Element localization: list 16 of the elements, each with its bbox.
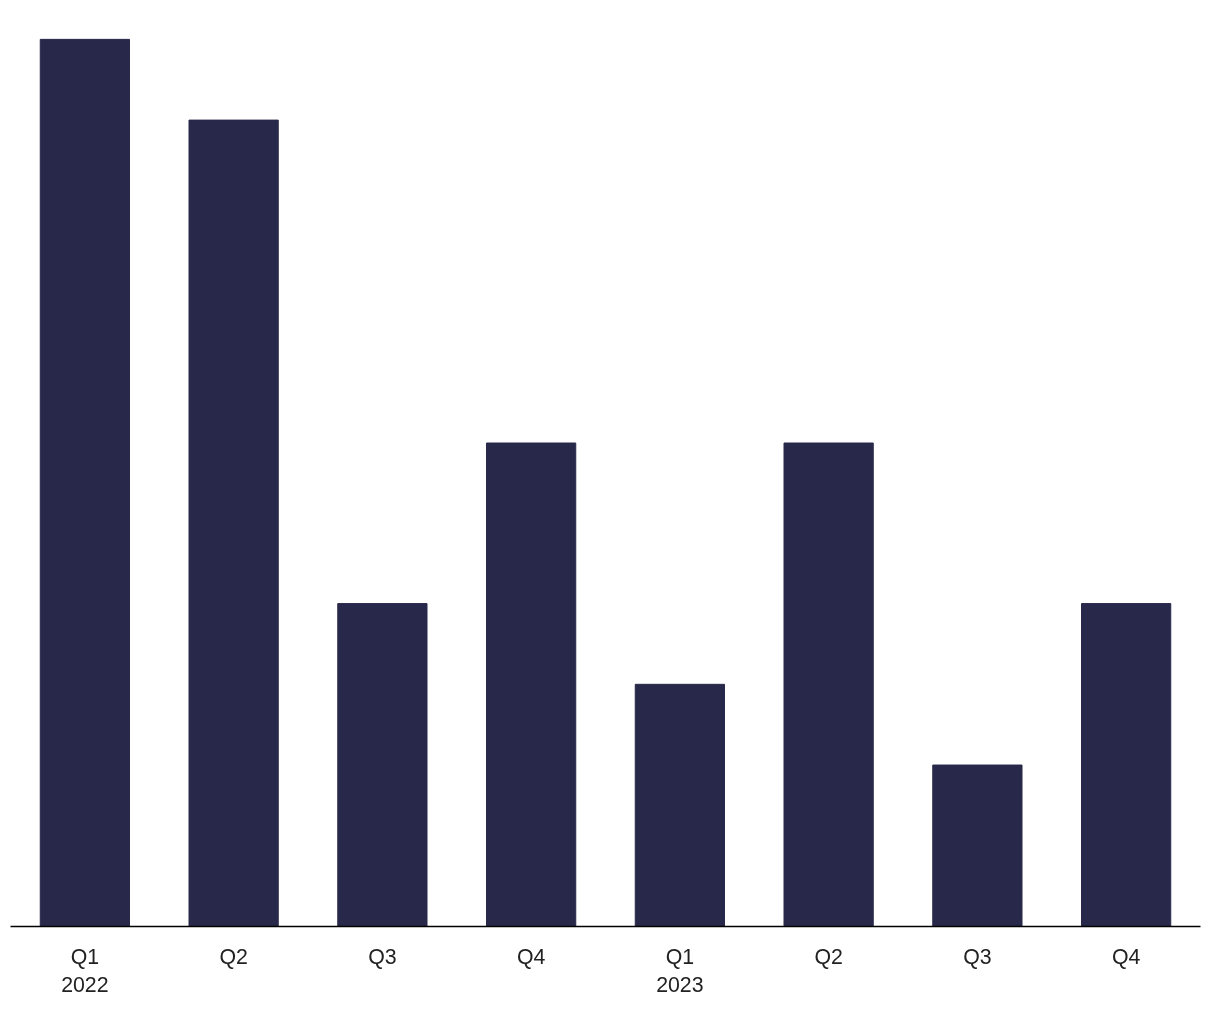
x-tick-label: Q4 (1111, 944, 1141, 969)
bar (932, 764, 1023, 927)
x-tick-label: Q4 (516, 944, 546, 969)
x-tick-label: Q2 (814, 944, 843, 969)
x-tick-label: Q2 (219, 944, 248, 969)
bar (1081, 603, 1172, 927)
x-tick-label: Q3 (368, 944, 397, 969)
bar (188, 119, 279, 927)
x-tick-label: Q1 2023 (656, 944, 704, 998)
bar (39, 38, 130, 927)
bar (783, 442, 874, 927)
x-tick-label: Q3 (963, 944, 992, 969)
bar (486, 442, 577, 927)
bar (634, 683, 725, 927)
bar (337, 603, 428, 927)
x-tick-label: Q1 2022 (61, 944, 109, 998)
